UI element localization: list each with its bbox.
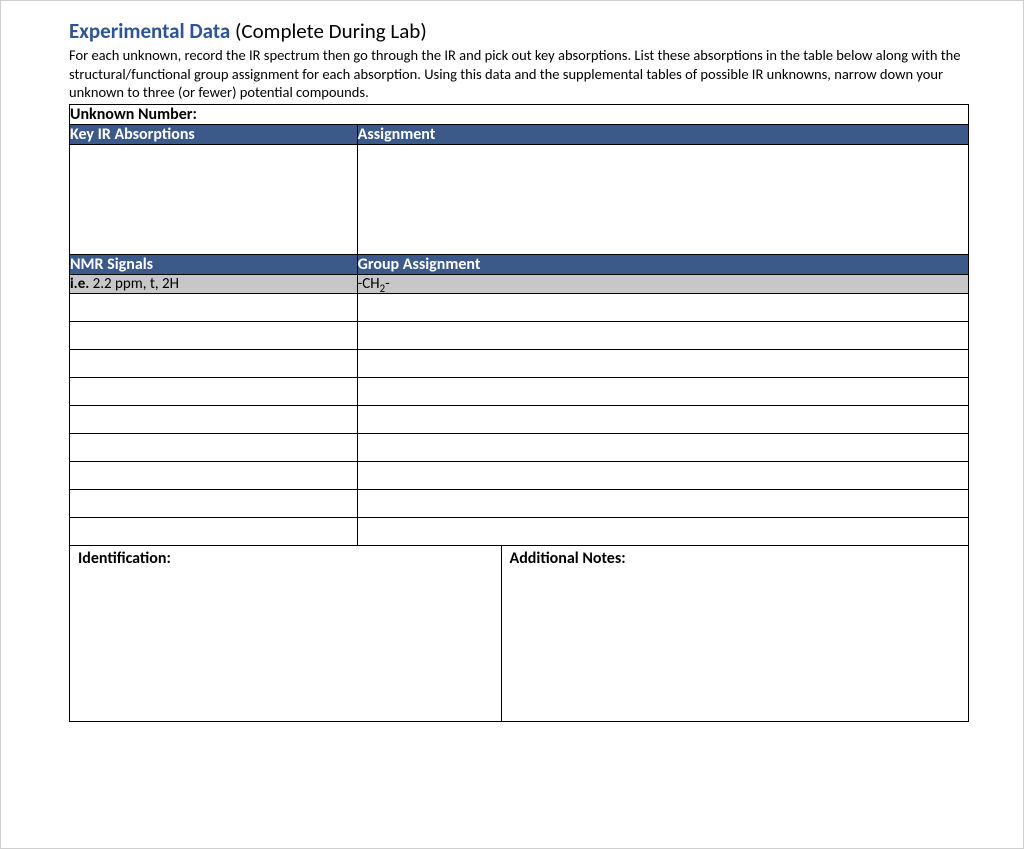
nmr-header-row: NMR SignalsGroup Assignment [70, 254, 969, 274]
heading-accent-text: Experimental Data [69, 18, 230, 44]
document-content: Experimental Data (Complete During Lab) … [69, 19, 969, 722]
additional-notes-label: Additional Notes: [502, 546, 968, 571]
additional-notes-cell[interactable]: Additional Notes: [501, 546, 968, 722]
nmr-group-cell[interactable] [357, 349, 968, 377]
nmr-signal-cell[interactable] [70, 461, 358, 489]
nmr-signal-cell[interactable] [70, 517, 358, 545]
ir-assignment-cell[interactable] [357, 144, 968, 254]
nmr-signal-cell[interactable] [70, 377, 358, 405]
nmr-data-row [70, 489, 969, 517]
ir-header-row: Key IR AbsorptionsAssignment [70, 124, 969, 144]
nmr-data-row [70, 461, 969, 489]
nmr-signal-cell[interactable] [70, 405, 358, 433]
nmr-group-cell[interactable] [357, 433, 968, 461]
unknown-number-label[interactable]: Unknown Number: [70, 104, 969, 124]
ir-absorptions-cell[interactable] [70, 144, 358, 254]
unknown-number-row: Unknown Number: [70, 104, 969, 124]
nmr-data-row [70, 405, 969, 433]
nmr-data-row [70, 517, 969, 545]
nmr-data-row [70, 349, 969, 377]
nmr-signal-cell[interactable] [70, 433, 358, 461]
nmr-group-cell[interactable] [357, 377, 968, 405]
nmr-group-cell[interactable] [357, 489, 968, 517]
heading-rest-text: (Complete During Lab) [230, 18, 426, 44]
identification-label: Identification: [70, 546, 501, 571]
nmr-example-group: -CH2- [357, 274, 968, 293]
page-canvas: Experimental Data (Complete During Lab) … [0, 0, 1024, 849]
nmr-signal-cell[interactable] [70, 349, 358, 377]
identification-notes-row: Identification:Additional Notes: [70, 546, 969, 722]
spectroscopy-table: Unknown Number:Key IR AbsorptionsAssignm… [69, 104, 969, 546]
nmr-data-row [70, 433, 969, 461]
identification-cell[interactable]: Identification: [70, 546, 502, 722]
identification-notes-table: Identification:Additional Notes: [69, 546, 969, 723]
instructions-paragraph: For each unknown, record the IR spectrum… [69, 46, 969, 102]
nmr-signal-cell[interactable] [70, 489, 358, 517]
nmr-group-cell[interactable] [357, 517, 968, 545]
nmr-signal-cell[interactable] [70, 321, 358, 349]
nmr-example-signal: i.e. 2.2 ppm, t, 2H [70, 274, 358, 293]
nmr-signals-header: NMR Signals [70, 254, 358, 274]
nmr-example-row: i.e. 2.2 ppm, t, 2H-CH2- [70, 274, 969, 293]
ir-data-row [70, 144, 969, 254]
nmr-group-cell[interactable] [357, 321, 968, 349]
nmr-signal-cell[interactable] [70, 293, 358, 321]
nmr-data-row [70, 377, 969, 405]
ir-assignment-header: Assignment [357, 124, 968, 144]
nmr-data-row [70, 321, 969, 349]
nmr-group-cell[interactable] [357, 293, 968, 321]
section-heading: Experimental Data (Complete During Lab) [69, 19, 969, 44]
nmr-data-row [70, 293, 969, 321]
nmr-group-cell[interactable] [357, 405, 968, 433]
nmr-group-cell[interactable] [357, 461, 968, 489]
nmr-group-header: Group Assignment [357, 254, 968, 274]
ir-absorptions-header: Key IR Absorptions [70, 124, 358, 144]
